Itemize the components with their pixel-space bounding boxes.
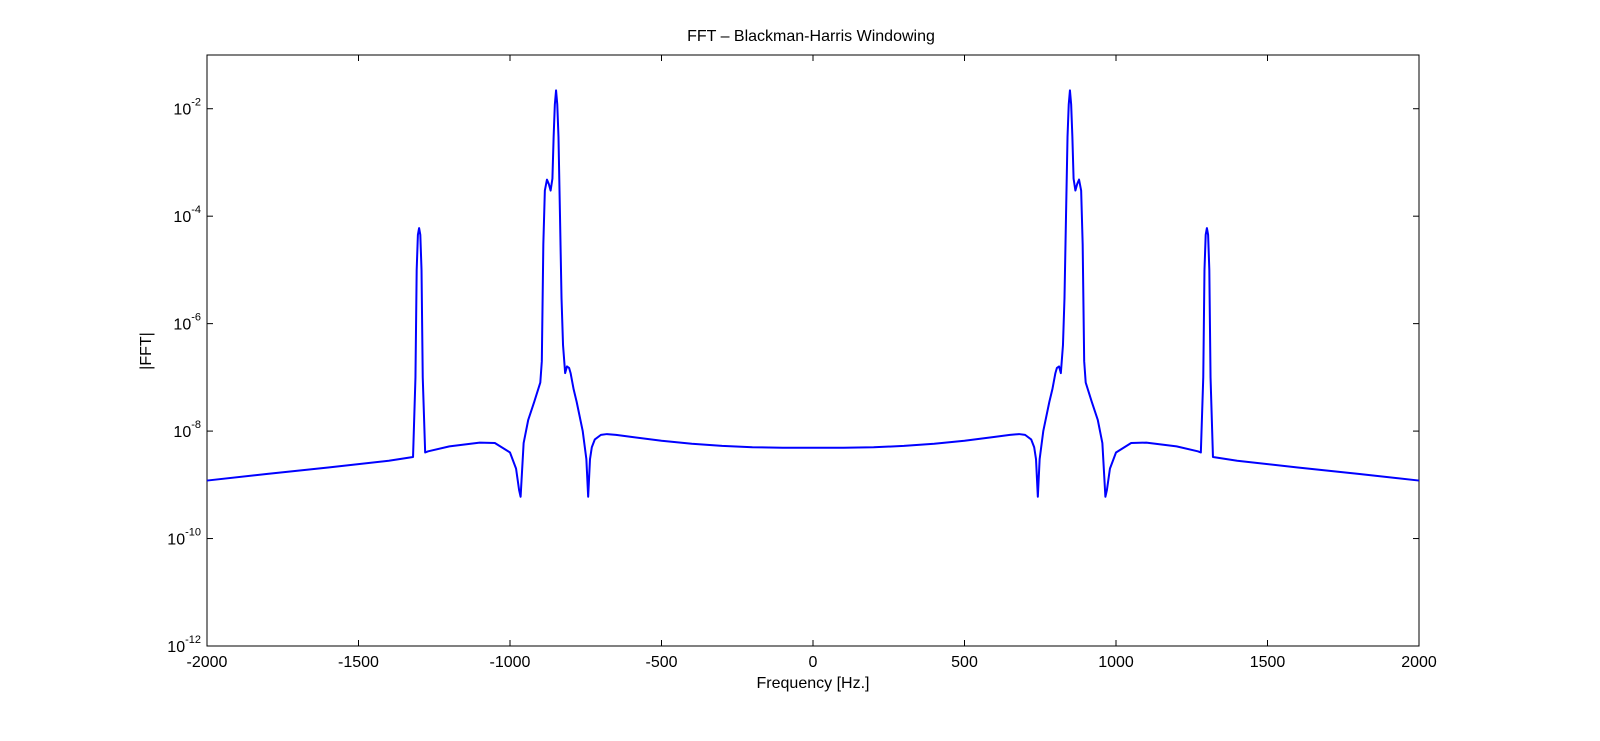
y-tick-exponent: -8 [191, 419, 201, 431]
y-tick-label: 10-6 [173, 312, 201, 334]
series-line-0 [206, 89, 1420, 498]
x-axis-label: Frequency [Hz.] [757, 675, 870, 692]
y-tick-base: 10 [167, 639, 185, 656]
y-tick-base: 10 [167, 532, 185, 549]
y-tick-label: 10-2 [173, 97, 201, 119]
y-tick-label: 10-10 [167, 527, 201, 549]
y-tick-base: 10 [173, 317, 191, 334]
plot-area [206, 54, 1420, 647]
x-tick-label: -1000 [490, 654, 531, 671]
y-tick-exponent: -10 [185, 527, 201, 539]
x-tick-label: 500 [951, 654, 978, 671]
x-tick-label: 1500 [1250, 654, 1286, 671]
y-axis-label: |FFT| [138, 332, 155, 370]
x-axis: -2000 -1500 -1000 -500 0 500 1000 1500 2000 [187, 55, 1437, 671]
y-tick-base: 10 [173, 424, 191, 441]
y-tick-label: 10-12 [167, 634, 201, 656]
x-tick-label: -500 [645, 654, 677, 671]
chart-title: FFT – Blackman-Harris Windowing [687, 28, 935, 45]
series-layer [206, 89, 1420, 498]
y-tick-exponent: -4 [191, 204, 201, 216]
y-tick-exponent: -6 [191, 312, 201, 324]
y-tick-exponent: -2 [191, 97, 201, 109]
x-tick-label: 2000 [1401, 654, 1437, 671]
y-tick-base: 10 [173, 102, 191, 119]
y-tick-label: 10-8 [173, 419, 201, 441]
y-tick-exponent: -12 [185, 634, 201, 646]
y-tick-base: 10 [173, 209, 191, 226]
x-tick-label: 1000 [1098, 654, 1134, 671]
y-tick-label: 10-4 [173, 204, 201, 226]
x-tick-label: 0 [809, 654, 818, 671]
x-tick-label: -1500 [338, 654, 379, 671]
x-tick-label: -2000 [187, 654, 228, 671]
